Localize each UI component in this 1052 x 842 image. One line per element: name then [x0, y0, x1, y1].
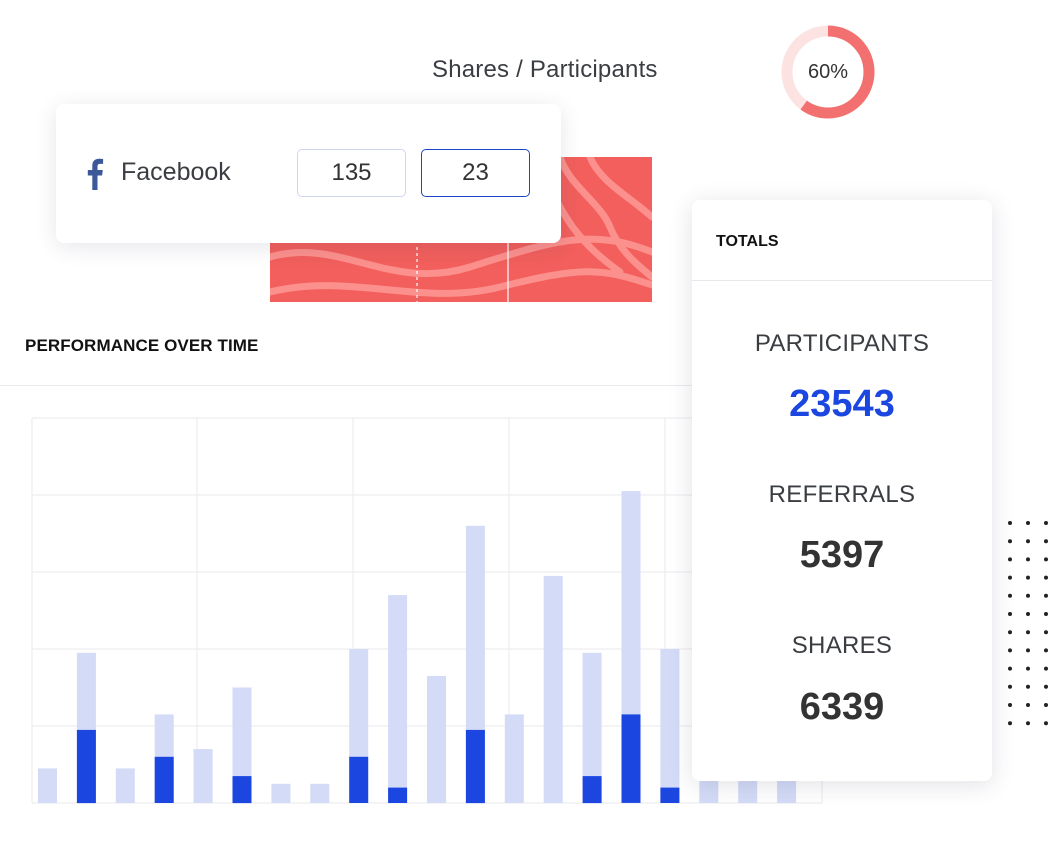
referrals-label: REFERRALS [768, 481, 916, 508]
dot [1044, 539, 1048, 544]
performance-divider [0, 385, 700, 386]
dot [1026, 684, 1030, 689]
dot [1008, 612, 1012, 616]
dot [1026, 575, 1030, 580]
dot [1008, 630, 1012, 635]
referrals-value: 5397 [799, 534, 885, 576]
dot [1044, 521, 1048, 525]
dot [1044, 612, 1048, 616]
chart-bar-light [232, 687, 252, 803]
dot [1008, 575, 1012, 580]
ratio-percent: 60% [807, 60, 849, 83]
chart-bar-light [504, 714, 524, 803]
shares-label: SHARES [791, 632, 893, 659]
dot [1026, 593, 1030, 598]
participants-label: PARTICIPANTS [754, 330, 930, 357]
chart-bars [38, 491, 797, 804]
decorative-dot-grid [1008, 521, 1048, 726]
dot [1008, 557, 1012, 562]
dot [1044, 575, 1048, 580]
facebook-shares-count[interactable]: 135 [297, 149, 406, 197]
dot [1026, 703, 1030, 707]
chart-bar-dark [465, 729, 485, 804]
chart-bar-dark [349, 756, 369, 803]
facebook-participants-count[interactable]: 23 [421, 149, 530, 197]
chart-bar-dark [232, 776, 252, 804]
dot [1026, 721, 1030, 726]
dot [1044, 593, 1048, 598]
dot [1008, 721, 1012, 726]
facebook-label: Facebook [121, 158, 231, 186]
dot [1044, 721, 1048, 726]
chart-bar-dark [660, 787, 680, 803]
dot [1008, 684, 1012, 689]
chart-bar-light [193, 749, 213, 803]
chart-bar-light [427, 675, 446, 803]
dot [1044, 666, 1048, 671]
facebook-icon [87, 158, 104, 190]
chart-bar-dark [582, 776, 602, 804]
totals-title: TOTALS [716, 233, 779, 250]
dot [1026, 557, 1030, 562]
chart-bar-light [582, 652, 602, 803]
chart-bar-light [38, 768, 57, 803]
dot [1008, 666, 1012, 671]
totals-divider [692, 280, 992, 281]
chart-bar-light [310, 783, 330, 804]
dot [1026, 612, 1030, 616]
shares-value: 6339 [799, 686, 885, 728]
dot [1026, 666, 1030, 671]
dot [1044, 703, 1048, 707]
performance-title: PERFORMANCE OVER TIME [25, 336, 259, 355]
chart-bar-light [271, 783, 291, 804]
dot [1008, 703, 1012, 707]
dot [1008, 648, 1012, 653]
dot [1026, 539, 1030, 544]
chart-bar-dark [388, 787, 408, 803]
dot [1008, 539, 1012, 544]
chart-bar-light [388, 595, 408, 803]
chart-bar-dark [154, 756, 174, 803]
chart-bar-dark [76, 729, 96, 804]
chart-bar-light [115, 768, 135, 803]
totals-card [692, 200, 992, 781]
chart-bar-dark [621, 714, 641, 803]
dot [1044, 557, 1048, 562]
dot [1026, 521, 1030, 525]
dot [1044, 648, 1048, 653]
shares-participants-title: Shares / Participants [432, 56, 658, 83]
dot [1026, 630, 1030, 635]
ratio-donut [781, 25, 875, 119]
dot [1044, 630, 1048, 635]
dot [1008, 593, 1012, 598]
dot [1026, 648, 1030, 653]
dot [1044, 684, 1048, 689]
ratio-donut-arc [781, 25, 875, 119]
chart-bar-light [660, 649, 680, 803]
performance-bar-chart [31, 417, 823, 804]
chart-bar-light [543, 575, 563, 803]
participants-value: 23543 [789, 383, 895, 425]
dot [1008, 521, 1012, 525]
